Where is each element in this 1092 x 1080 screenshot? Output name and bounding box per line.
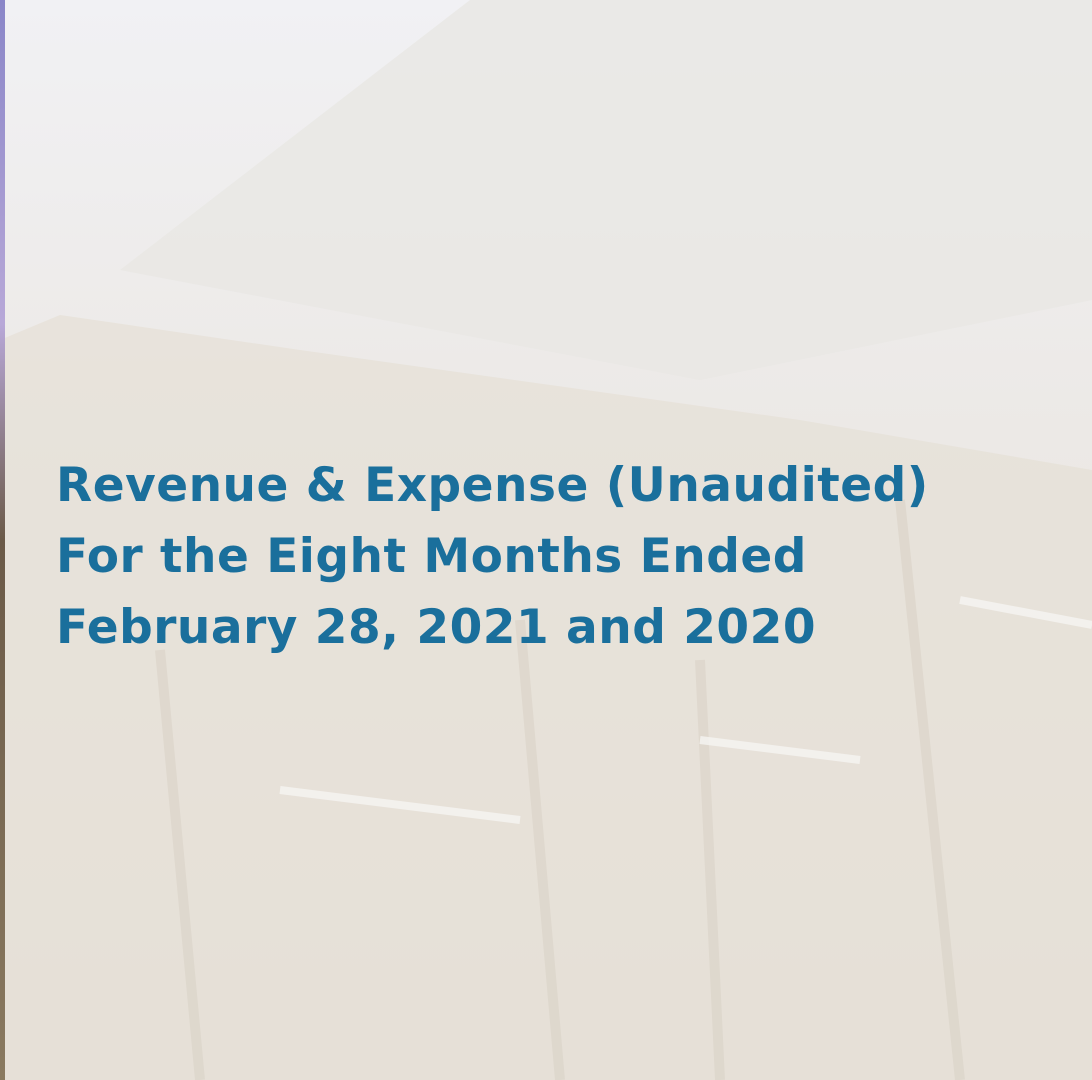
edge-strip <box>0 0 5 1080</box>
title: Revenue & Expense (Unaudited) For the Ei… <box>56 450 929 663</box>
title-line: February 28, 2021 and 2020 <box>56 600 817 655</box>
title-line: Revenue & Expense (Unaudited) <box>56 458 929 513</box>
title-line: For the Eight Months Ended <box>56 529 807 584</box>
